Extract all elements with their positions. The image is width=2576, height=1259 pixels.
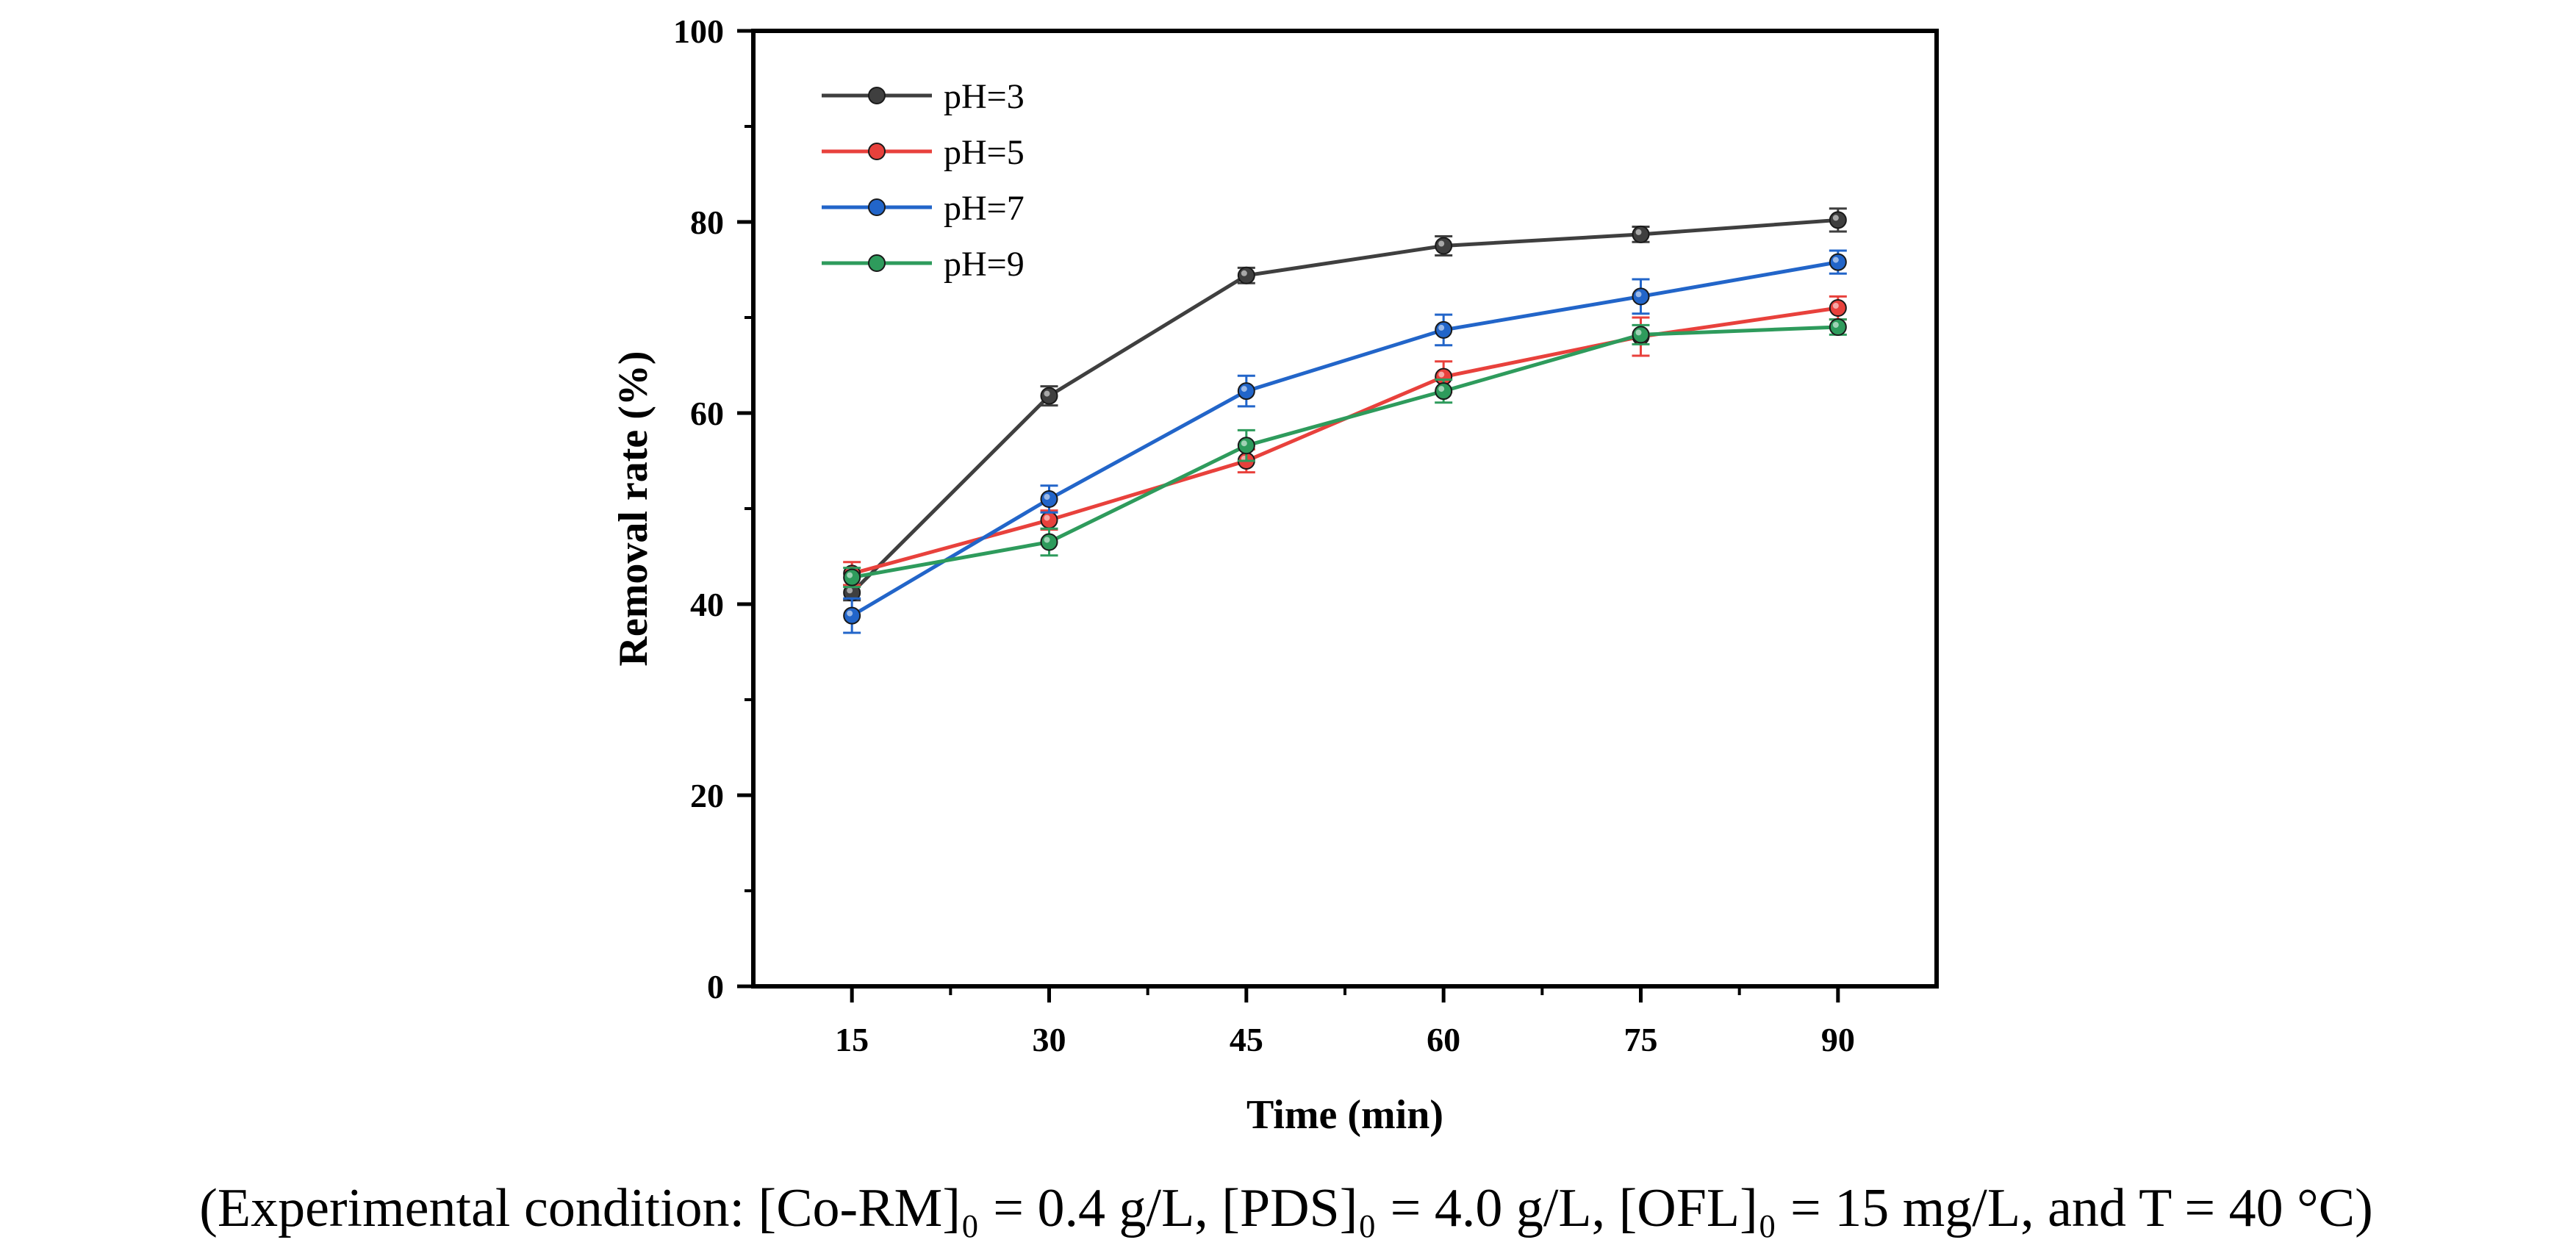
series-ph-9	[843, 318, 1847, 589]
y-tick-label: 80	[690, 204, 724, 241]
data-point-highlight	[1832, 303, 1839, 309]
legend-marker	[868, 198, 886, 216]
data-point-highlight	[1044, 494, 1050, 500]
data-point	[1040, 511, 1058, 529]
data-point	[843, 606, 861, 625]
y-tick-label: 100	[673, 12, 724, 50]
x-tick-label: 90	[1821, 1021, 1855, 1058]
data-point-highlight	[1635, 229, 1642, 235]
data-point-highlight	[1832, 257, 1839, 263]
data-point-highlight	[1635, 329, 1642, 336]
data-point	[1435, 382, 1453, 401]
data-point-highlight	[847, 587, 853, 594]
data-point	[1632, 326, 1650, 344]
legend: pH=3 pH=5 pH=7 pH=9	[822, 77, 1025, 284]
data-point-highlight	[1044, 390, 1050, 397]
data-point-highlight	[1044, 514, 1050, 521]
legend-label: pH=7	[944, 189, 1025, 228]
legend-item: pH=3	[822, 77, 1025, 116]
data-point	[1237, 266, 1255, 284]
data-point-highlight	[1241, 440, 1247, 447]
data-point-highlight	[847, 610, 853, 617]
data-point	[843, 568, 861, 587]
figure-caption: (Experimental condition: [Co-RM]₀ = 0.4 …	[199, 1178, 2373, 1238]
legend-label: pH=9	[944, 245, 1025, 284]
series-line	[850, 260, 1839, 617]
legend-item: pH=5	[822, 133, 1025, 172]
data-point	[1829, 299, 1847, 317]
data-point-highlight	[1832, 322, 1839, 328]
data-point-highlight	[1044, 537, 1050, 543]
series-ph-7	[843, 249, 1847, 634]
data-point-highlight	[1241, 270, 1247, 276]
data-point-highlight	[1635, 291, 1642, 298]
data-point-highlight	[847, 572, 853, 578]
data-point	[1829, 211, 1847, 229]
x-axis: 15 30 45 60 75 90	[835, 986, 1855, 1058]
series-ph-5	[843, 295, 1847, 587]
legend-marker	[868, 254, 886, 272]
data-point	[1632, 287, 1650, 306]
data-point-highlight	[1438, 324, 1445, 331]
data-point	[1829, 253, 1847, 271]
data-point	[1435, 320, 1453, 339]
x-tick-label: 45	[1230, 1021, 1263, 1058]
y-axis: 0 20 40 60 80 100	[673, 12, 753, 1005]
data-point-highlight	[1241, 386, 1247, 392]
data-point-highlight	[1438, 371, 1445, 378]
y-tick-label: 40	[690, 586, 724, 623]
x-tick-label: 30	[1033, 1021, 1066, 1058]
data-point	[1040, 387, 1058, 405]
data-point	[1435, 237, 1453, 255]
y-tick-label: 0	[707, 968, 724, 1005]
legend-item: pH=7	[822, 189, 1025, 228]
data-point	[1040, 533, 1058, 551]
x-axis-title: Time (min)	[1246, 1092, 1443, 1138]
data-point	[1040, 490, 1058, 508]
data-point	[1632, 225, 1650, 243]
data-point	[1237, 437, 1255, 455]
legend-label: pH=5	[944, 133, 1025, 172]
data-point-highlight	[1438, 240, 1445, 247]
y-tick-label: 20	[690, 777, 724, 814]
y-axis-title: Removal rate (%)	[611, 351, 656, 666]
data-point-highlight	[1438, 386, 1445, 392]
data-point	[1829, 318, 1847, 336]
legend-label: pH=3	[944, 77, 1025, 116]
legend-marker	[868, 87, 886, 104]
plot-frame	[751, 29, 1939, 989]
y-tick-label: 60	[690, 395, 724, 432]
series-line	[850, 218, 1839, 595]
x-tick-label: 75	[1624, 1021, 1658, 1058]
data-point	[1237, 382, 1255, 401]
series-line	[851, 306, 1839, 575]
series-line	[851, 325, 1838, 580]
legend-item: pH=9	[822, 245, 1025, 284]
x-tick-label: 15	[835, 1021, 869, 1058]
legend-marker	[868, 143, 886, 160]
series-layer	[843, 207, 1847, 634]
data-point-highlight	[1832, 215, 1839, 221]
x-tick-label: 60	[1427, 1021, 1460, 1058]
